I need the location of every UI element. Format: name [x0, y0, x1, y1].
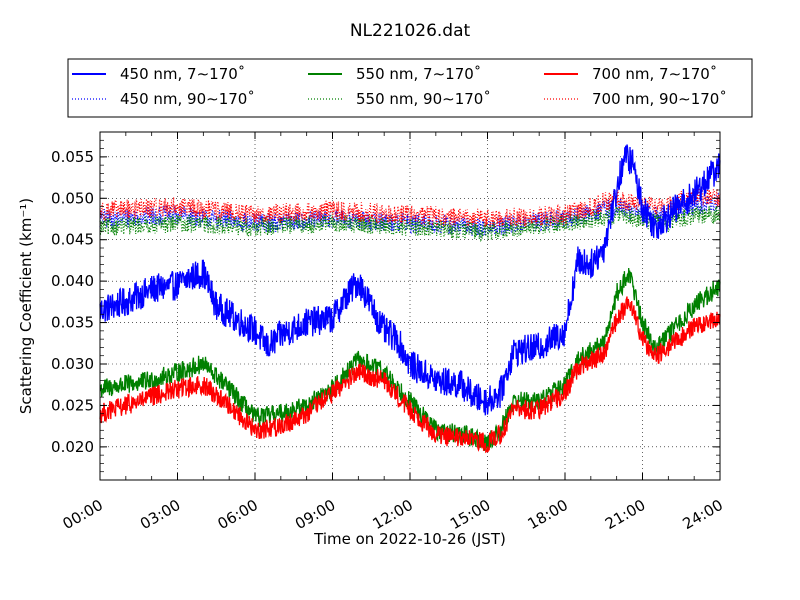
y-tick-labels: 0.020 0.025 0.030 0.035 0.040 0.045 0.050 0.055: [51, 148, 94, 456]
legend-items: 450 nm, 7∼170˚ 450 nm, 90∼170˚ 550 nm, 7∼1…: [72, 65, 727, 108]
x-tick-label: 21:00: [602, 496, 648, 533]
chart-title: NL221026.dat: [350, 21, 471, 41]
y-tick-label: 0.025: [51, 396, 94, 414]
y-axis-label: Scattering Coefficient (km⁻¹): [17, 198, 35, 414]
x-tick-label: 06:00: [215, 496, 261, 533]
ticks: [99, 131, 721, 481]
series-line: [99, 144, 721, 416]
x-axis-label: Time on 2022-10-26 (JST): [313, 530, 506, 548]
legend-label: 450 nm, 7∼170˚: [120, 65, 245, 83]
x-tick-label: 15:00: [447, 496, 493, 533]
legend: 450 nm, 7∼170˚ 450 nm, 90∼170˚ 550 nm, 7∼1…: [67, 58, 753, 118]
series-line: [99, 296, 721, 454]
y-tick-label: 0.045: [51, 231, 94, 249]
series-line: [99, 267, 721, 451]
y-tick-label: 0.035: [51, 314, 94, 332]
legend-label: 450 nm, 90∼170˚: [120, 90, 255, 108]
legend-label: 550 nm, 7∼170˚: [356, 65, 481, 83]
series-group: [99, 144, 721, 454]
legend-frame: [67, 58, 753, 118]
x-tick-label: 12:00: [370, 496, 416, 533]
legend-label: 550 nm, 90∼170˚: [356, 90, 491, 108]
y-tick-label: 0.040: [51, 272, 94, 290]
y-tick-label: 0.030: [51, 355, 94, 373]
x-tick-label: 03:00: [137, 496, 183, 533]
x-tick-label: 09:00: [292, 496, 338, 533]
legend-label: 700 nm, 90∼170˚: [592, 90, 727, 108]
x-tick-label: 18:00: [525, 496, 571, 533]
x-tick-label: 24:00: [680, 496, 726, 533]
x-tick-labels: 00:00 03:00 06:00 09:00 12:00 15:00 18:00 21:00…: [60, 496, 726, 533]
x-tick-label: 00:00: [60, 496, 106, 533]
y-tick-label: 0.020: [51, 438, 94, 456]
y-tick-label: 0.050: [51, 189, 94, 207]
y-tick-label: 0.055: [51, 148, 94, 166]
legend-label: 700 nm, 7∼170˚: [592, 65, 717, 83]
